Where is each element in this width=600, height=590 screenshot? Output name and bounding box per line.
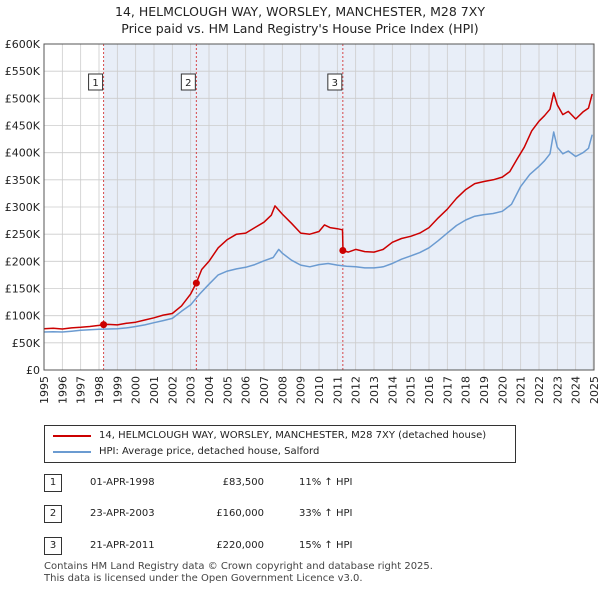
y-tick-label: £250K bbox=[5, 228, 41, 241]
plot-frame bbox=[43, 43, 595, 371]
x-tick-label: 2025 bbox=[588, 376, 600, 404]
sale-point bbox=[192, 279, 200, 287]
forecast-hatch bbox=[592, 44, 594, 370]
y-tick-label: £600K bbox=[5, 38, 41, 51]
x-tick-label: 2016 bbox=[423, 376, 436, 404]
y-tick-label: £500K bbox=[5, 92, 41, 105]
sale-number-badge: 3 bbox=[44, 537, 62, 555]
y-tick-label: £450K bbox=[5, 120, 41, 133]
sale-point bbox=[339, 246, 347, 254]
sale-price: £160,000 bbox=[216, 508, 264, 519]
x-tick-label: 2007 bbox=[258, 376, 271, 404]
x-tick-label: 2018 bbox=[460, 376, 473, 404]
y-tick-label: £550K bbox=[5, 65, 41, 78]
sale-label-box bbox=[327, 73, 343, 91]
sale-hpi-change: 33% ↑ HPI bbox=[299, 508, 353, 519]
x-tick-label: 2014 bbox=[386, 376, 399, 404]
legend-label-property: 14, HELMCLOUGH WAY, WORSLEY, MANCHESTER,… bbox=[99, 430, 487, 441]
x-tick-label: 2020 bbox=[496, 376, 509, 404]
footer-licence: This data is licensed under the Open Gov… bbox=[44, 573, 363, 584]
sale-date: 23-APR-2003 bbox=[90, 508, 155, 519]
x-tick-label: 2015 bbox=[405, 376, 418, 404]
y-tick-label: £150K bbox=[5, 283, 41, 296]
sale-price: £220,000 bbox=[216, 540, 264, 551]
sale-hpi-change: 11% ↑ HPI bbox=[299, 477, 353, 488]
x-tick-label: 2006 bbox=[240, 376, 253, 404]
x-tick-label: 2003 bbox=[185, 376, 198, 404]
x-tick-label: 2008 bbox=[276, 376, 289, 404]
x-tick-label: 1997 bbox=[75, 376, 88, 404]
price-chart: 1 2 3 £0 £50K £100K £150K £200K £250K £300K £350K £… bbox=[5, 38, 600, 404]
sale-hpi-change: 15% ↑ HPI bbox=[299, 540, 353, 551]
x-tick-label: 1999 bbox=[111, 376, 124, 404]
y-tick-label: £0 bbox=[26, 364, 40, 377]
sale-date: 21-APR-2011 bbox=[90, 540, 155, 551]
chart-subtitle: Price paid vs. HM Land Registry's House … bbox=[121, 21, 479, 36]
x-tick-label: 2001 bbox=[148, 376, 161, 404]
sale-date: 01-APR-1998 bbox=[90, 477, 155, 488]
x-tick-label: 2005 bbox=[221, 376, 234, 404]
x-tick-label: 2024 bbox=[570, 376, 583, 404]
y-tick-label: £400K bbox=[5, 147, 41, 160]
sale-label-box bbox=[88, 73, 104, 91]
x-tick-label: 2022 bbox=[533, 376, 546, 404]
x-tick-label: 2004 bbox=[203, 376, 216, 404]
chart-title: 14, HELMCLOUGH WAY, WORSLEY, MANCHESTER,… bbox=[115, 4, 485, 19]
x-tick-label: 2023 bbox=[551, 376, 564, 404]
sale-label: 3 bbox=[332, 78, 338, 89]
sale-label: 1 bbox=[92, 78, 98, 89]
legend-swatch-hpi bbox=[53, 451, 91, 453]
sale-number-badge: 1 bbox=[44, 474, 62, 492]
y-tick-label: £300K bbox=[5, 201, 41, 214]
x-tick-label: 2021 bbox=[515, 376, 528, 404]
property-series-line bbox=[43, 92, 593, 330]
footer-copyright: Contains HM Land Registry data © Crown c… bbox=[44, 561, 433, 572]
legend-label-hpi: HPI: Average price, detached house, Salf… bbox=[99, 446, 320, 457]
sale-label-box bbox=[180, 73, 196, 91]
x-tick-label: 1998 bbox=[93, 376, 106, 404]
y-tick-label: £100K bbox=[5, 310, 41, 323]
x-tick-label: 1995 bbox=[38, 376, 51, 404]
y-tick-label: £350K bbox=[5, 174, 41, 187]
x-tick-label: 2000 bbox=[130, 376, 143, 404]
sale-point bbox=[100, 321, 108, 329]
x-tick-label: 2017 bbox=[441, 376, 454, 404]
chart-legend: 14, HELMCLOUGH WAY, WORSLEY, MANCHESTER,… bbox=[44, 425, 516, 463]
y-tick-label: £50K bbox=[12, 337, 41, 350]
x-tick-label: 2019 bbox=[478, 376, 491, 404]
x-tick-label: 1996 bbox=[56, 376, 69, 404]
sale-price: £83,500 bbox=[222, 477, 264, 488]
x-tick-label: 2013 bbox=[368, 376, 381, 404]
sale-number-badge: 2 bbox=[44, 505, 62, 523]
x-tick-label: 2009 bbox=[295, 376, 308, 404]
x-tick-label: 2011 bbox=[331, 376, 344, 404]
y-tick-label: £200K bbox=[5, 255, 41, 268]
hpi-series-line bbox=[43, 131, 593, 333]
x-tick-label: 2002 bbox=[166, 376, 179, 404]
sale-label: 2 bbox=[185, 78, 191, 89]
legend-swatch-property bbox=[53, 435, 91, 437]
x-tick-label: 2012 bbox=[350, 376, 363, 404]
x-tick-label: 2010 bbox=[313, 376, 326, 404]
